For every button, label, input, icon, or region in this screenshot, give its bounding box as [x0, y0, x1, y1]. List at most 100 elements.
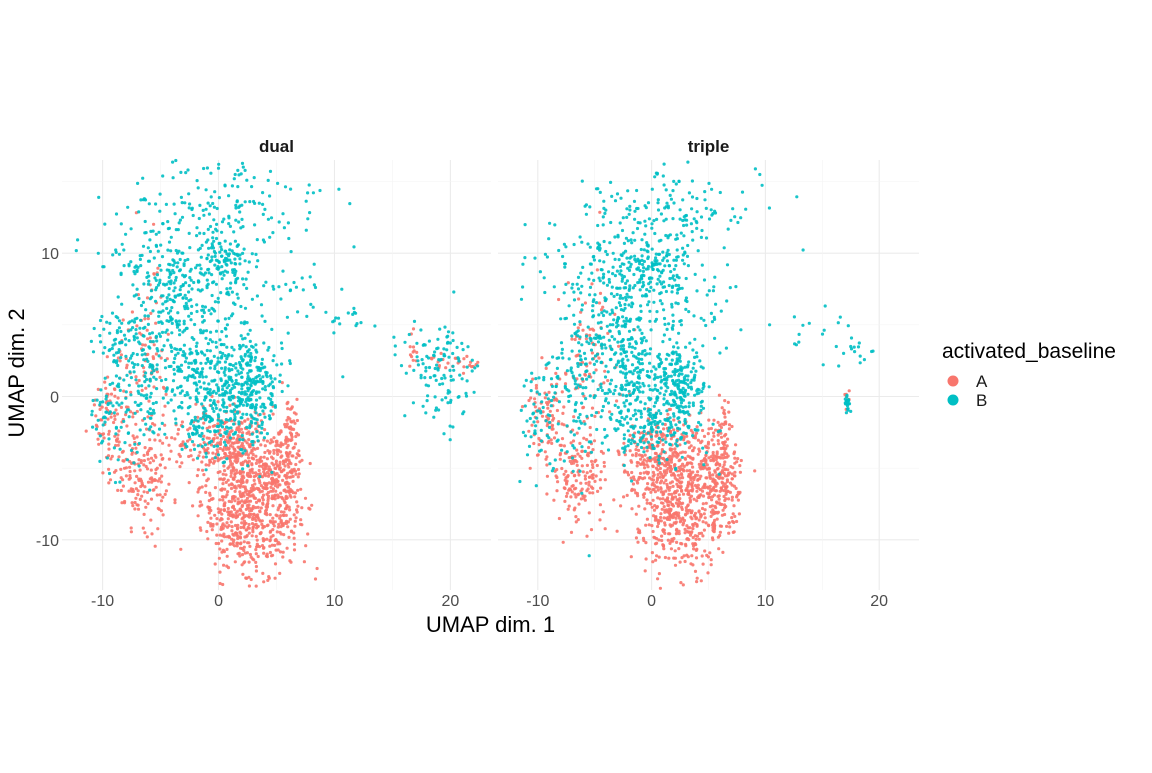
- point-A: [555, 431, 558, 434]
- point-A: [278, 504, 281, 507]
- point-A: [287, 416, 290, 419]
- point-A: [150, 498, 153, 501]
- point-A: [156, 493, 159, 496]
- point-A: [731, 484, 734, 487]
- point-A: [566, 480, 569, 483]
- point-A: [309, 462, 312, 465]
- point-B: [673, 373, 676, 376]
- point-B: [225, 457, 228, 460]
- point-A: [292, 531, 295, 534]
- point-B: [632, 435, 635, 438]
- point-A: [131, 310, 134, 313]
- point-A: [148, 438, 151, 441]
- point-A: [215, 517, 218, 520]
- point-A: [716, 518, 719, 521]
- point-B: [443, 353, 446, 356]
- point-A: [154, 456, 157, 459]
- point-B: [631, 346, 634, 349]
- point-A: [125, 366, 128, 369]
- point-A: [682, 493, 685, 496]
- point-B: [264, 385, 267, 388]
- point-B: [236, 244, 239, 247]
- point-B: [258, 202, 261, 205]
- point-A: [143, 317, 146, 320]
- point-A: [242, 511, 245, 514]
- point-A: [222, 564, 225, 567]
- point-B: [215, 363, 218, 366]
- point-B: [240, 448, 243, 451]
- point-B: [434, 367, 437, 370]
- point-B: [225, 406, 228, 409]
- point-A: [704, 516, 707, 519]
- point-B: [689, 381, 692, 384]
- point-A: [723, 456, 726, 459]
- point-A: [150, 469, 153, 472]
- point-A: [591, 463, 594, 466]
- point-A: [667, 467, 670, 470]
- point-B: [288, 359, 291, 362]
- point-B: [258, 396, 261, 399]
- point-A: [218, 498, 221, 501]
- point-A: [234, 531, 237, 534]
- point-B: [628, 342, 631, 345]
- point-B: [188, 352, 191, 355]
- point-A: [117, 396, 120, 399]
- point-B: [647, 396, 650, 399]
- point-A: [712, 419, 715, 422]
- point-B: [238, 438, 241, 441]
- point-B: [219, 377, 222, 380]
- point-A: [146, 296, 149, 299]
- point-B: [136, 288, 139, 291]
- point-A: [173, 437, 176, 440]
- point-B: [261, 387, 264, 390]
- point-A: [239, 532, 242, 535]
- point-B: [152, 402, 155, 405]
- point-B: [261, 375, 264, 378]
- point-A: [221, 482, 224, 485]
- point-A: [540, 356, 543, 359]
- point-A: [122, 485, 125, 488]
- point-B: [172, 409, 175, 412]
- point-B: [648, 376, 651, 379]
- point-B: [630, 351, 633, 354]
- point-A: [186, 440, 189, 443]
- point-A: [248, 523, 251, 526]
- point-B: [451, 352, 454, 355]
- point-A: [690, 462, 693, 465]
- point-B: [151, 430, 154, 433]
- point-B: [199, 417, 202, 420]
- point-B: [434, 395, 437, 398]
- point-A: [576, 464, 579, 467]
- point-A: [582, 497, 585, 500]
- point-A: [261, 502, 264, 505]
- point-B: [465, 395, 468, 398]
- point-A: [409, 345, 412, 348]
- point-A: [158, 477, 161, 480]
- point-A: [586, 464, 589, 467]
- point-A: [140, 495, 143, 498]
- point-B: [215, 237, 218, 240]
- point-A: [123, 500, 126, 503]
- point-A: [693, 476, 696, 479]
- point-B: [337, 317, 340, 320]
- point-B: [261, 382, 264, 385]
- point-B: [659, 375, 662, 378]
- point-B: [224, 354, 227, 357]
- point-B: [165, 203, 168, 206]
- point-A: [656, 434, 659, 437]
- point-A: [243, 540, 246, 543]
- point-A: [551, 419, 554, 422]
- point-B: [201, 244, 204, 247]
- point-A: [572, 415, 575, 418]
- point-A: [636, 528, 639, 531]
- point-B: [233, 418, 236, 421]
- point-A: [689, 500, 692, 503]
- point-A: [683, 554, 686, 557]
- point-A: [711, 538, 714, 541]
- point-A: [94, 414, 97, 417]
- point-B: [227, 293, 230, 296]
- point-A: [720, 436, 723, 439]
- point-A: [189, 449, 192, 452]
- point-A: [661, 508, 664, 511]
- point-B: [209, 349, 212, 352]
